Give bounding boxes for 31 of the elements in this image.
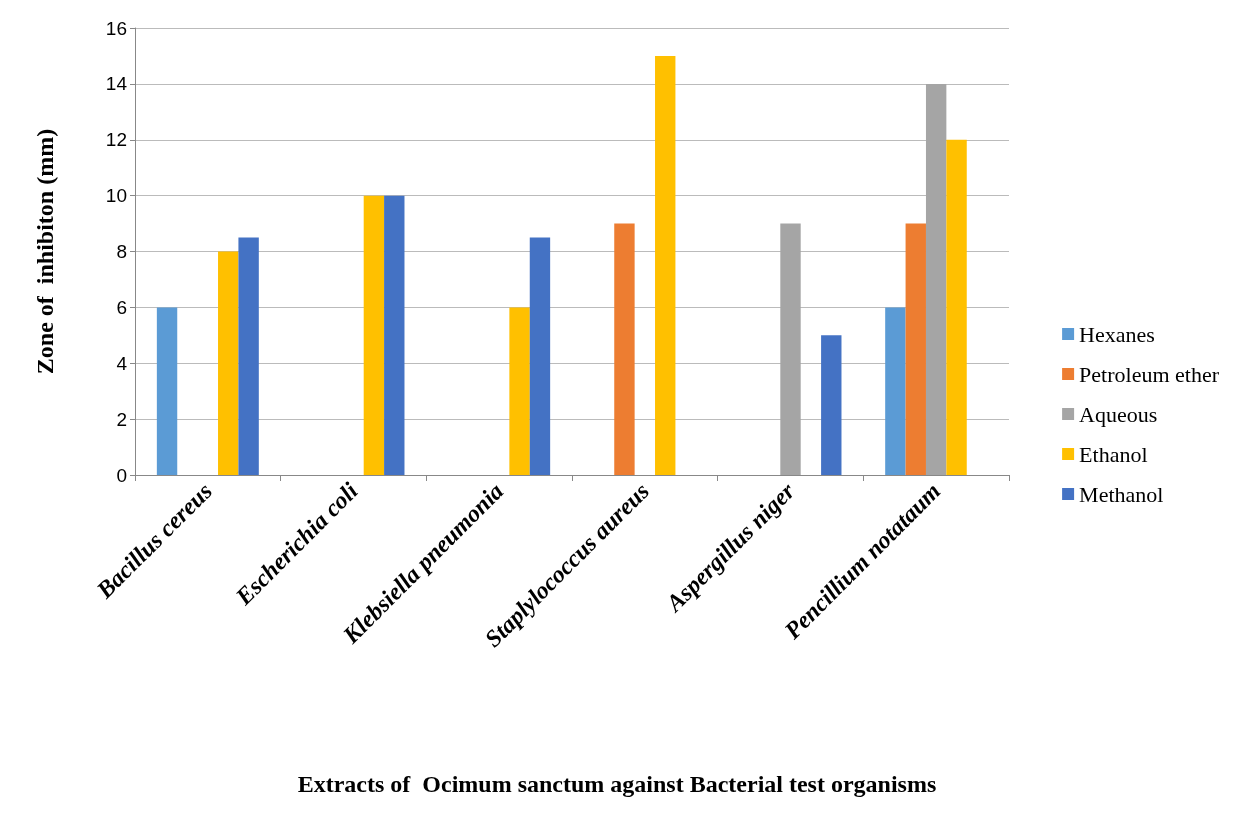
y-tick-label: 14: [105, 73, 128, 95]
y-axis-title: Zone of inhibiton (mm): [32, 128, 58, 375]
y-tick-label: 0: [116, 464, 127, 486]
bar: [885, 307, 906, 475]
y-tick-label: 8: [116, 241, 127, 262]
bar: [655, 55, 676, 475]
bar: [363, 195, 385, 475]
legend-label: Methanol: [1079, 481, 1164, 507]
bar: [238, 237, 259, 475]
bar: [925, 83, 947, 475]
y-tick-label: 16: [105, 17, 127, 39]
legend-label: Ethanol: [1079, 441, 1148, 467]
bar: [529, 237, 551, 475]
bar: [509, 307, 530, 475]
legend-label: Petroleum ether: [1079, 361, 1220, 387]
bar: [614, 223, 635, 475]
legend-label: Aqueous: [1079, 401, 1158, 427]
y-tick-label: 12: [105, 129, 127, 151]
bar: [780, 223, 801, 475]
y-tick-label: 2: [116, 408, 127, 430]
bar: [905, 223, 926, 475]
y-tick-label: 10: [105, 185, 127, 207]
bar: [946, 139, 967, 475]
y-tick-label: 6: [116, 296, 127, 318]
bar: [821, 335, 842, 475]
text: Extracts of Ocimum sanctum against Bacterial test organisms: [297, 771, 937, 797]
y-tick-label: 4: [116, 352, 128, 374]
bar: [384, 195, 405, 475]
legend-label: Hexanes: [1079, 321, 1155, 347]
bar: [156, 307, 178, 475]
bar: [218, 251, 239, 475]
